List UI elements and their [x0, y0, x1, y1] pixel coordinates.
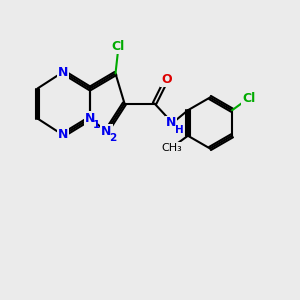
- Text: Cl: Cl: [242, 92, 255, 105]
- Text: H: H: [175, 124, 184, 135]
- Text: N: N: [58, 128, 68, 142]
- Text: N: N: [101, 125, 112, 138]
- Text: CH₃: CH₃: [161, 143, 182, 153]
- Text: 1: 1: [93, 120, 100, 130]
- Text: N: N: [58, 65, 68, 79]
- Text: O: O: [161, 73, 172, 86]
- Text: N: N: [166, 116, 176, 130]
- Text: N: N: [85, 112, 95, 125]
- Text: 2: 2: [110, 133, 117, 143]
- Text: Cl: Cl: [112, 40, 125, 53]
